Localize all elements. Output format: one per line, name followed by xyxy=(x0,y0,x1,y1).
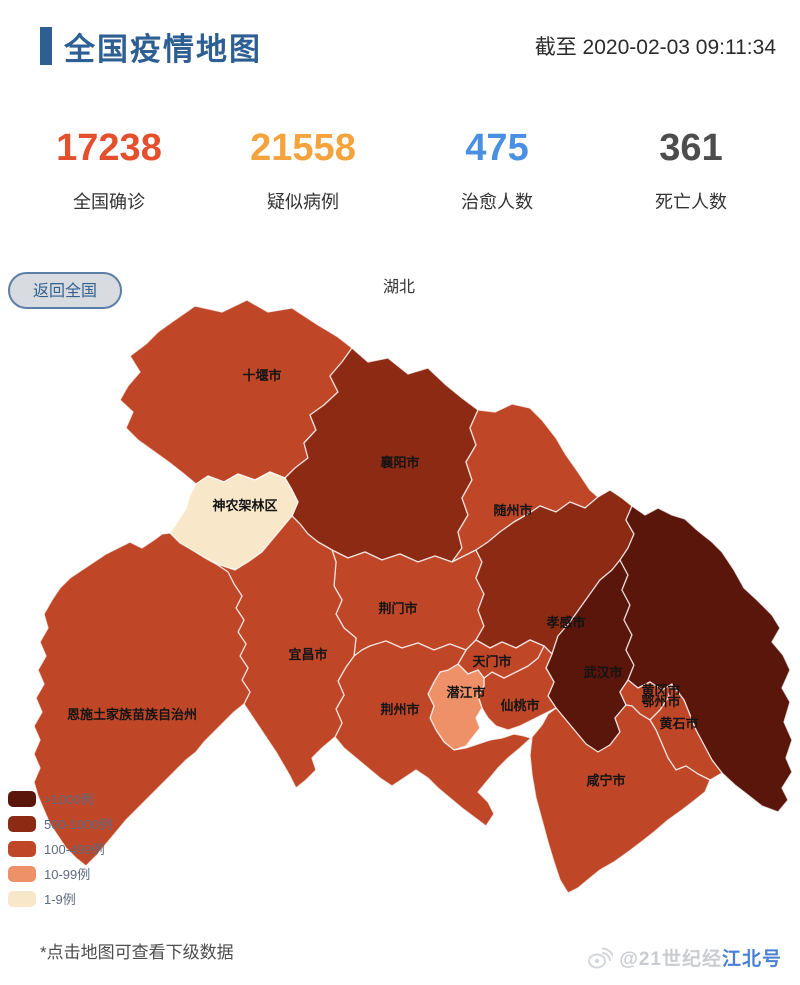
label-suizhou: 随州市 xyxy=(493,503,532,518)
legend-label-1000: >1000例 xyxy=(44,792,94,807)
legend-item: 10-99例 xyxy=(8,861,112,886)
province-name-label: 湖北 xyxy=(383,279,416,296)
region-jingzhou[interactable] xyxy=(334,640,532,827)
map-hint-note: *点击地图可查看下级数据 xyxy=(40,943,234,962)
data-timestamp: 截至 2020-02-03 09:11:34 xyxy=(534,36,776,59)
label-qianjiang: 潜江市 xyxy=(446,685,485,700)
cured-count: 475 xyxy=(465,127,529,169)
region-xianning[interactable] xyxy=(529,704,711,894)
legend-label-10: 10-99例 xyxy=(44,867,91,882)
label-enshi: 恩施土家族苗族自治州 xyxy=(67,707,197,722)
watermark-suffix: 江北号 xyxy=(721,949,782,970)
label-jingzhou: 荆州市 xyxy=(380,702,419,717)
legend-item: 500-1000例 xyxy=(8,811,112,836)
region-enshi[interactable] xyxy=(33,532,251,867)
page-title: 全国疫情地图 xyxy=(64,32,262,67)
stat-suspected: 21558 疑似病例 xyxy=(228,126,378,214)
label-huanggang: 黄冈市 xyxy=(641,683,680,698)
label-ezhou: 鄂州市 xyxy=(641,694,680,709)
legend-swatch-1000 xyxy=(8,790,36,807)
confirmed-count: 17238 xyxy=(56,127,162,169)
confirmed-label: 全国确诊 xyxy=(73,192,145,212)
label-jingmen: 荆门市 xyxy=(378,601,417,616)
deaths-count: 361 xyxy=(659,127,723,169)
deaths-label: 死亡人数 xyxy=(655,192,727,212)
region-huanggang[interactable] xyxy=(619,505,793,813)
title-accent-bar xyxy=(40,27,52,65)
stat-cured: 475 治愈人数 xyxy=(422,126,572,214)
label-huangshi: 黄石市 xyxy=(659,716,698,731)
back-to-national-button[interactable]: 返回全国 xyxy=(8,272,122,309)
weibo-watermark: @21世纪经 江北号 xyxy=(587,944,782,971)
stat-deaths: 361 死亡人数 xyxy=(616,126,766,214)
label-xiantao: 仙桃市 xyxy=(500,698,539,713)
case-count-legend: >1000例 500-1000例 100-499例 10-99例 1-9例 xyxy=(8,786,112,911)
label-wuhan: 武汉市 xyxy=(583,665,622,680)
label-xianning: 咸宁市 xyxy=(586,773,625,788)
legend-item: >1000例 xyxy=(8,786,112,811)
suspected-count: 21558 xyxy=(250,127,356,169)
legend-swatch-500 xyxy=(8,815,36,832)
legend-label-500: 500-1000例 xyxy=(44,817,112,832)
legend-swatch-10 xyxy=(8,865,36,882)
suspected-label: 疑似病例 xyxy=(267,192,339,212)
legend-item: 100-499例 xyxy=(8,836,112,861)
legend-item: 1-9例 xyxy=(8,886,112,911)
legend-swatch-1 xyxy=(8,890,36,907)
legend-label-100: 100-499例 xyxy=(44,842,105,857)
cured-label: 治愈人数 xyxy=(461,192,533,212)
legend-label-1: 1-9例 xyxy=(44,892,76,907)
label-shiyan: 十堰市 xyxy=(242,368,281,383)
label-yichang: 宜昌市 xyxy=(288,647,327,662)
stat-confirmed: 17238 全国确诊 xyxy=(34,126,184,214)
label-xiaogan: 孝感市 xyxy=(545,615,585,630)
label-xiangyang: 襄阳市 xyxy=(379,455,419,470)
national-stats-row: 17238 全国确诊 21558 疑似病例 475 治愈人数 361 死亡人数 xyxy=(0,126,800,214)
label-tianmen: 天门市 xyxy=(472,654,511,669)
label-shennongjia: 神农架林区 xyxy=(212,498,277,513)
weibo-icon xyxy=(588,947,614,968)
hubei-choropleth-map: 十堰市 襄阳市 神农架林区 随州市 荆门市 孝感市 武汉市 黄冈市 鄂州市 黄石… xyxy=(33,299,793,894)
legend-swatch-100 xyxy=(8,840,36,857)
watermark-handle: @21世纪经 xyxy=(619,949,722,970)
